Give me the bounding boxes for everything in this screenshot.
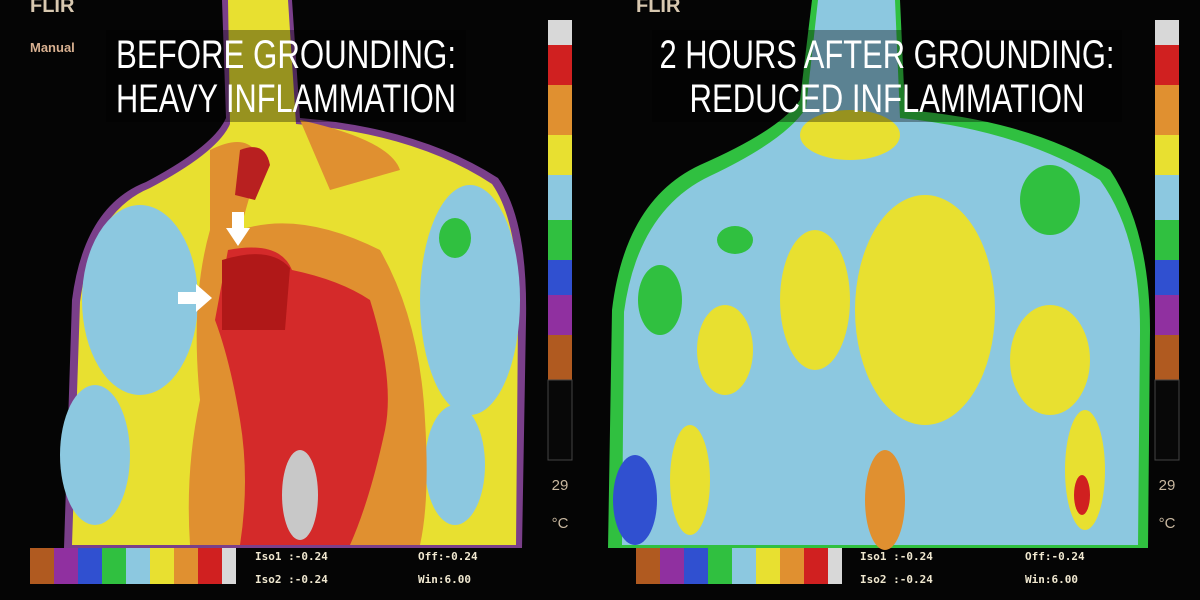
window: Win:6.00 [418,573,471,586]
title-line: BEFORE GROUNDING: [116,33,456,77]
thermal-image-after [608,0,1150,550]
bottom-scale-right [636,548,842,584]
mode-label: Manual [30,40,75,55]
logo: FLIR [30,0,75,17]
color-scale-left [547,20,573,461]
offset: Off:-0.24 [1025,550,1085,563]
iso1: Iso1 :-0.24 [860,550,933,563]
offset: Off:-0.24 [418,550,478,563]
scale-unit: °C [552,515,569,532]
window: Win:6.00 [1025,573,1078,586]
thermal-image-before [60,0,527,548]
scale-unit: °C [1159,515,1176,532]
title-box [106,30,466,122]
title-line: HEAVY INFLAMMATION [116,77,456,121]
scale-value: 29 [1159,477,1176,494]
title-line: REDUCED INFLAMMATION [690,77,1085,121]
color-scale-right [1154,20,1180,461]
scale-value: 29 [552,477,569,494]
iso2: Iso2 :-0.24 [860,573,933,586]
bottom-scale-left [30,548,236,584]
title-line: 2 HOURS AFTER GROUNDING: [660,33,1115,77]
iso2: Iso2 :-0.24 [255,573,328,586]
logo: FLIR [636,0,681,17]
title-box [652,30,1122,122]
iso1: Iso1 :-0.24 [255,550,328,563]
